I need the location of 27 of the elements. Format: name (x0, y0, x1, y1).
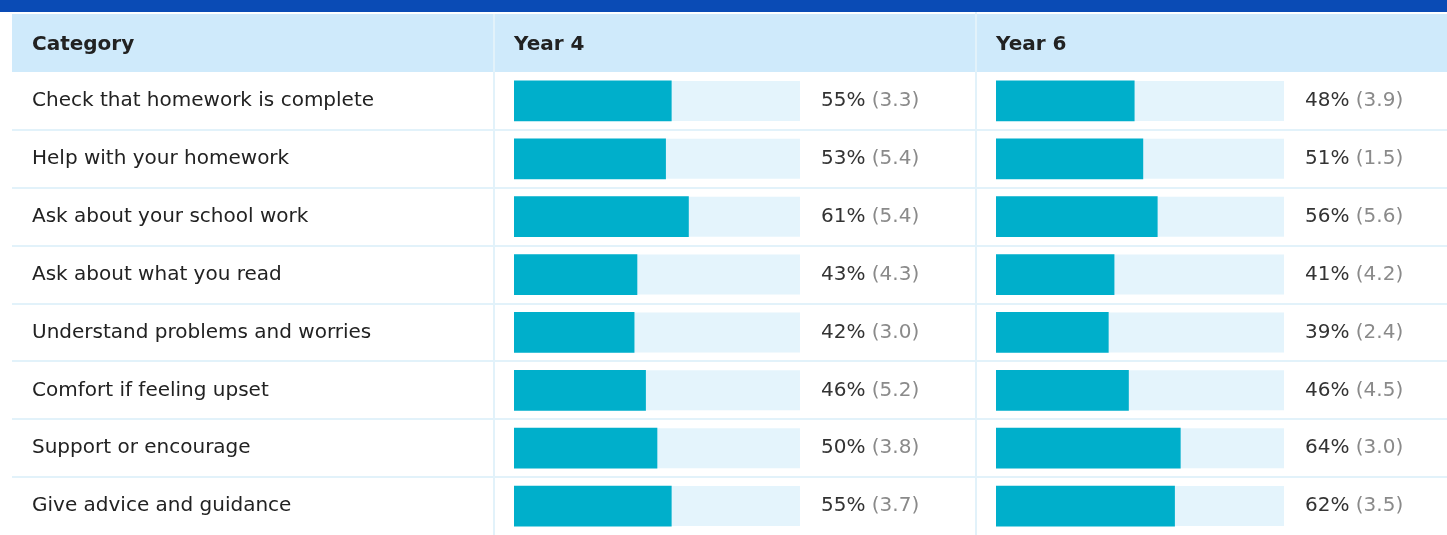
data-label: 43% (4.3) (821, 260, 920, 285)
y-tick-label: Comfort if feeling upset (32, 376, 269, 401)
y-tick-label: Check that homework is complete (32, 87, 375, 112)
data-label: 46% (4.5) (1305, 376, 1404, 401)
data-label: 55% (3.3) (821, 87, 920, 112)
data-label: 42% (3.0) (821, 318, 920, 343)
y-axis-title: Category (32, 30, 135, 57)
data-label: 51% (1.5) (1305, 145, 1404, 170)
data-label: 53% (5.4) (821, 145, 920, 170)
data-label: 50% (3.8) (821, 434, 920, 459)
chart-title: Year 4 (514, 30, 585, 57)
y-tick-label: Understand problems and worries (32, 318, 372, 343)
data-label: 61% (5.4) (821, 202, 920, 227)
y-tick-label: Ask about your school work (32, 202, 309, 227)
chart-title: Year 6 (996, 30, 1067, 57)
data-label: 46% (5.2) (821, 376, 920, 401)
data-label: 41% (4.2) (1305, 260, 1404, 285)
data-label: 48% (3.9) (1305, 87, 1404, 112)
data-label: 56% (5.6) (1305, 202, 1404, 227)
data-label: 55% (3.7) (821, 492, 920, 517)
data-label: 39% (2.4) (1305, 318, 1404, 343)
y-tick-label: Support or encourage (32, 434, 251, 459)
y-tick-label: Give advice and guidance (32, 492, 292, 517)
y-tick-label: Ask about what you read (32, 260, 282, 285)
data-label: 64% (3.0) (1305, 434, 1404, 459)
data-label: 62% (3.5) (1305, 492, 1404, 517)
y-tick-label: Help with your homework (32, 145, 290, 170)
